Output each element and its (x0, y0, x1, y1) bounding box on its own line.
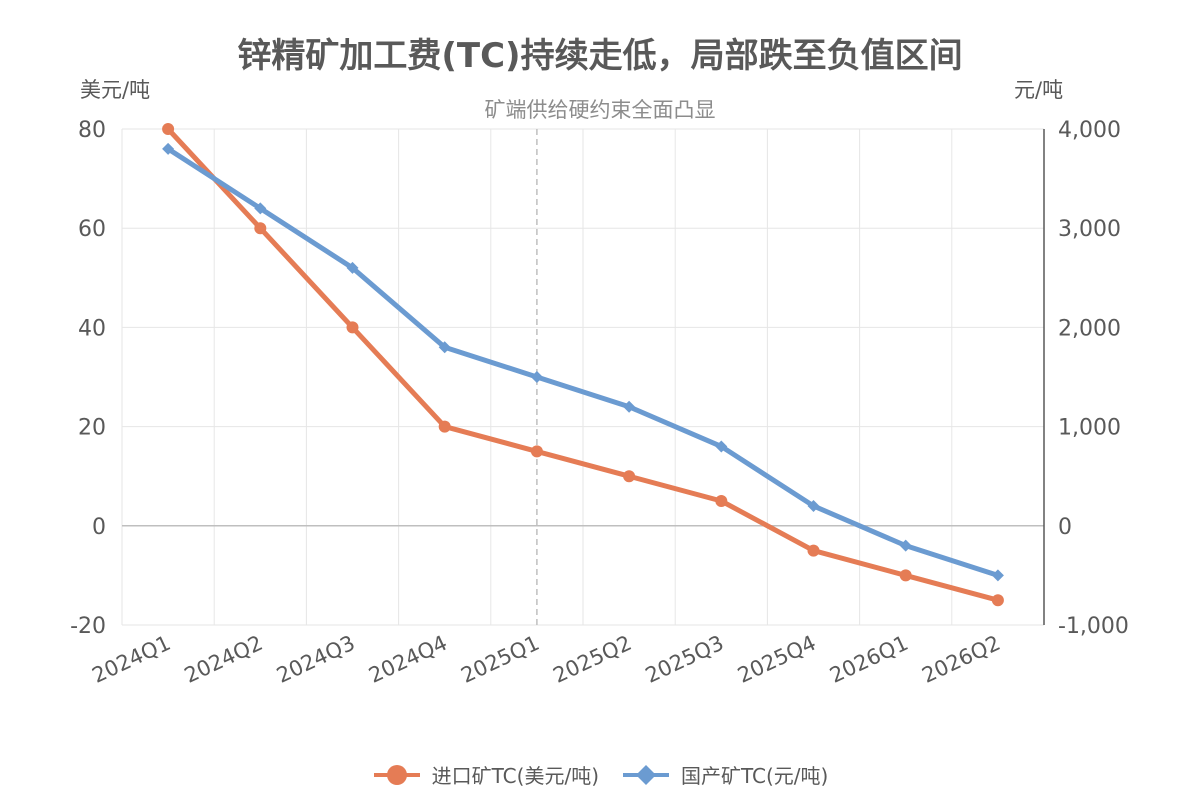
right-tick-label: 1,000 (1058, 416, 1121, 441)
data-point-diamond (623, 400, 636, 413)
right-axis-unit: 元/吨 (1014, 78, 1064, 102)
left-tick-label: 80 (78, 118, 106, 143)
data-point-diamond (254, 202, 267, 215)
right-tick-label: 3,000 (1058, 217, 1121, 242)
chart-title: 锌精矿加工费(TC)持续走低，局部跌至负值区间 (237, 36, 963, 76)
data-point-diamond (991, 569, 1004, 582)
x-tick-label: 2025Q4 (734, 631, 820, 688)
data-point-circle (530, 445, 543, 458)
left-tick-label: 20 (78, 416, 106, 441)
left-tick-label: 60 (78, 217, 106, 242)
x-tick-label: 2026Q2 (918, 631, 1004, 688)
x-tick-label: 2024Q4 (365, 631, 451, 688)
legend-item-imported[interactable]: 进口矿TC(美元/吨) (372, 760, 599, 789)
series-line-1 (165, 146, 1001, 578)
data-point-circle (346, 321, 359, 334)
data-point-circle (438, 420, 451, 433)
legend-label-imported: 进口矿TC(美元/吨) (431, 764, 599, 788)
x-tick-label: 2024Q2 (181, 631, 267, 688)
data-point-diamond (899, 539, 912, 552)
data-point-circle (991, 594, 1004, 607)
data-point-diamond (346, 261, 359, 274)
x-tick-label: 2024Q3 (273, 631, 359, 688)
right-tick-label: 4,000 (1058, 118, 1121, 143)
x-tick-label: 2025Q3 (642, 631, 728, 688)
data-point-circle (715, 495, 728, 507)
x-tick-label: 2025Q1 (457, 631, 543, 688)
left-tick-label: 0 (92, 515, 106, 540)
data-point-diamond (715, 440, 728, 453)
right-tick-label: 2,000 (1058, 316, 1121, 341)
chart-subtitle: 矿端供给硬约束全面凸显 (484, 98, 716, 122)
legend-label-domestic: 国产矿TC(元/吨) (681, 764, 829, 788)
data-point-circle (807, 544, 820, 557)
left-tick-label: 40 (78, 316, 106, 341)
left-tick-label: -20 (70, 614, 106, 639)
right-tick-label: -1,000 (1058, 614, 1129, 639)
data-point-circle (899, 569, 912, 582)
legend: 进口矿TC(美元/吨) 国产矿TC(元/吨) (0, 760, 1200, 789)
data-point-diamond (438, 341, 451, 354)
left-axis-unit: 美元/吨 (80, 78, 151, 102)
data-point-circle (254, 222, 267, 235)
x-tick-label: 2026Q1 (826, 631, 912, 688)
legend-marker-circle-icon (373, 764, 420, 785)
series-line-0 (165, 126, 1001, 603)
x-tick-label: 2025Q2 (550, 631, 636, 688)
legend-item-domestic[interactable]: 国产矿TC(元/吨) (621, 760, 828, 789)
legend-marker-diamond-icon (623, 764, 669, 785)
data-point-circle (162, 123, 175, 135)
x-tick-label: 2024Q1 (89, 631, 175, 688)
data-point-circle (623, 470, 636, 483)
right-tick-label: 0 (1058, 515, 1072, 540)
data-point-diamond (162, 142, 175, 155)
data-point-diamond (807, 499, 820, 512)
data-point-diamond (530, 371, 543, 383)
